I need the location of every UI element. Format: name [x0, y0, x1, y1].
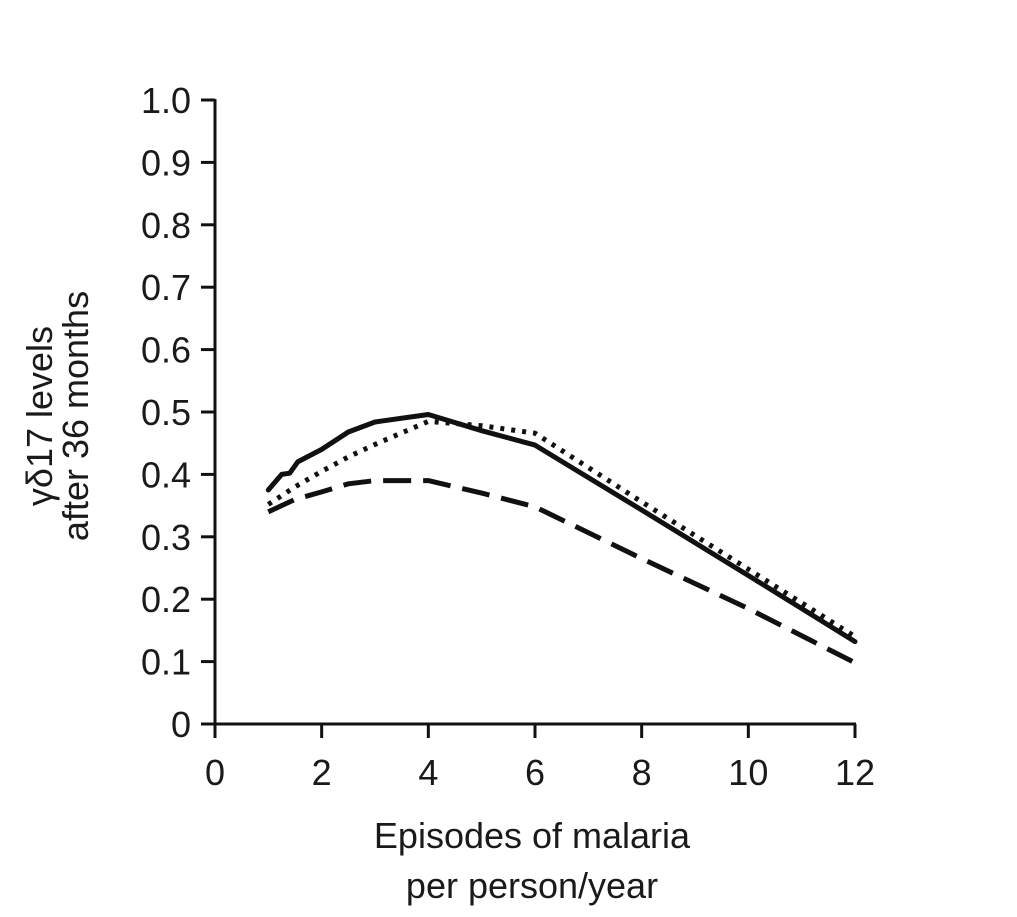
axes: 0 0.1 0.2 0.3 0.4 0.5 0.6 0.7 0.8 0.9 1.0 0 2 4 6 8 10 12: [141, 80, 875, 793]
y-tick-label: 0.4: [141, 454, 191, 495]
y-tick-label: 0.3: [141, 517, 191, 558]
y-tick-label: 0.5: [141, 392, 191, 433]
series-line-dotted: [266, 418, 857, 639]
y-tick-label: 1.0: [141, 80, 191, 121]
x-tick-label: 12: [835, 752, 875, 793]
x-tick-label: 4: [418, 752, 438, 793]
y-tick-label: 0.9: [141, 142, 191, 183]
y-tick-label: 0.1: [141, 642, 191, 683]
x-tick-label: 8: [632, 752, 652, 793]
y-tick-label: 0.7: [141, 267, 191, 308]
y-tick-label: 0.8: [141, 205, 191, 246]
x-tick-label: 2: [312, 752, 332, 793]
y-tick-label: 0.6: [141, 330, 191, 371]
x-tick-label: 6: [525, 752, 545, 793]
axis-titles: Episodes of malaria per person/year γδ17 l…: [19, 291, 691, 906]
series-line-dashed: [267, 478, 857, 666]
series-line-solid: [265, 412, 858, 645]
x-axis-title-line: per person/year: [406, 865, 658, 906]
x-axis-title-line: Episodes of malaria: [374, 815, 691, 856]
y-axis-title-line: after 36 months: [55, 291, 96, 541]
series-layer: [265, 412, 858, 666]
y-tick-label: 0.2: [141, 579, 191, 620]
x-tick-label: 10: [728, 752, 768, 793]
y-tick-label: 0: [171, 704, 191, 745]
y-axis-title-line: γδ17 levels: [19, 326, 60, 506]
x-tick-label: 0: [205, 752, 225, 793]
